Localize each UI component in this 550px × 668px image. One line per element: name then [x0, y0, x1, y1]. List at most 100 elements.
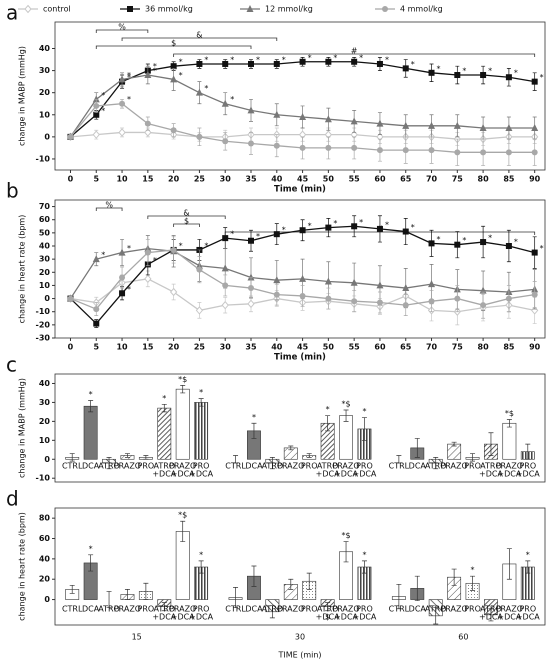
x-tick-label: 5 [93, 343, 99, 352]
bar [502, 422, 517, 460]
legend-marker [127, 6, 133, 12]
x-tick-label: 5 [93, 175, 99, 184]
significance-mark: * [411, 223, 415, 232]
bar [339, 415, 353, 460]
significance-mark: * [101, 251, 105, 260]
bracket-label: $ [171, 39, 176, 48]
significance-mark: * [362, 407, 366, 416]
category-label: ATRO [425, 605, 447, 614]
error-bar [143, 455, 149, 460]
data-point [92, 130, 100, 139]
category-label: ATRO [425, 462, 447, 471]
error-bar [433, 607, 439, 625]
data-point [247, 273, 255, 281]
category-label: +DCA [497, 613, 521, 622]
data-point [299, 292, 306, 299]
x-tick-label: 90 [529, 343, 541, 352]
error-bar [414, 438, 420, 458]
error-bar [451, 568, 457, 586]
data-point [248, 237, 254, 244]
data-point [325, 295, 332, 302]
data-point [402, 121, 410, 129]
data-point [170, 63, 177, 70]
plot-frame [54, 21, 546, 171]
data-point [170, 127, 177, 134]
data-point [505, 149, 512, 156]
significance-mark: * [230, 55, 234, 64]
error-bar [106, 591, 112, 609]
data-point [118, 248, 126, 256]
error-bar [488, 608, 494, 622]
category-label: ATRO [153, 605, 175, 614]
x-tick-label: 20 [168, 343, 180, 352]
error-bar [361, 560, 367, 574]
y-tick-label: 40 [39, 554, 51, 563]
error-bar [306, 572, 312, 590]
significance-bracket [173, 53, 536, 57]
data-point [118, 128, 126, 137]
y-tick-label: 10 [39, 436, 51, 445]
data-point [170, 75, 178, 83]
data-point [428, 121, 436, 129]
significance-mark: * [101, 106, 105, 115]
data-point [195, 88, 203, 96]
significance-mark: * [359, 218, 363, 227]
x-tick-label: 75 [452, 343, 464, 352]
significance-mark: * [204, 241, 208, 250]
data-point [195, 306, 204, 315]
y-axis-title: change in heart rate (bpm) [18, 512, 27, 621]
error-bar [414, 575, 420, 601]
category-label: PRAZO [169, 605, 196, 614]
significance-mark: * [204, 84, 208, 93]
significance-mark: * [153, 256, 157, 265]
error-bar [124, 589, 130, 600]
significance-bracket [121, 37, 278, 41]
error-bar [396, 455, 402, 464]
bracket-label: % [105, 201, 113, 210]
y-tick-label: 10 [39, 281, 51, 290]
error-bar [343, 409, 349, 422]
x-tick-label: 25 [194, 343, 206, 352]
y-tick-label: 60 [39, 215, 51, 224]
category-label: +DCA [497, 470, 521, 479]
error-bar [69, 584, 75, 594]
y-tick-label: 20 [39, 88, 51, 97]
category-label: +DCA [334, 470, 358, 479]
category-label: ATRO [480, 605, 502, 614]
bracket-label: $ [184, 217, 189, 226]
significance-mark: * [526, 550, 530, 559]
significance-mark: * [89, 544, 93, 553]
significance-bracket [95, 45, 252, 49]
category-label: PRAZO [114, 462, 141, 471]
error-bar [525, 560, 531, 574]
category-label: ATRO [98, 462, 120, 471]
significance-mark: * [488, 234, 492, 243]
y-tick-label: 40 [39, 44, 51, 53]
data-point [350, 117, 358, 125]
y-axis-title: change in MABP (mmHg) [18, 378, 27, 478]
significance-mark: * [179, 71, 183, 80]
group-label: 30 [295, 633, 305, 642]
data-point [351, 223, 358, 230]
category-label: PRO [193, 462, 210, 471]
data-point [299, 58, 306, 65]
significance-mark: * [462, 236, 466, 245]
y-tick-label: 70 [39, 202, 51, 211]
data-point [480, 302, 487, 309]
bracket-label: % [118, 23, 126, 32]
data-point [531, 149, 538, 156]
data-point [428, 298, 435, 305]
y-tick-label: 20 [39, 417, 51, 426]
data-point [248, 140, 254, 147]
data-point [376, 225, 383, 232]
error-bar [361, 417, 367, 441]
data-point [531, 249, 538, 256]
legend-label: 12 mmol/kg [265, 5, 313, 14]
data-point [273, 110, 281, 118]
data-point [247, 299, 255, 309]
error-bar [288, 578, 294, 590]
x-axis-title: TIME (min) [277, 651, 321, 660]
category-label: ATRO [262, 605, 284, 614]
